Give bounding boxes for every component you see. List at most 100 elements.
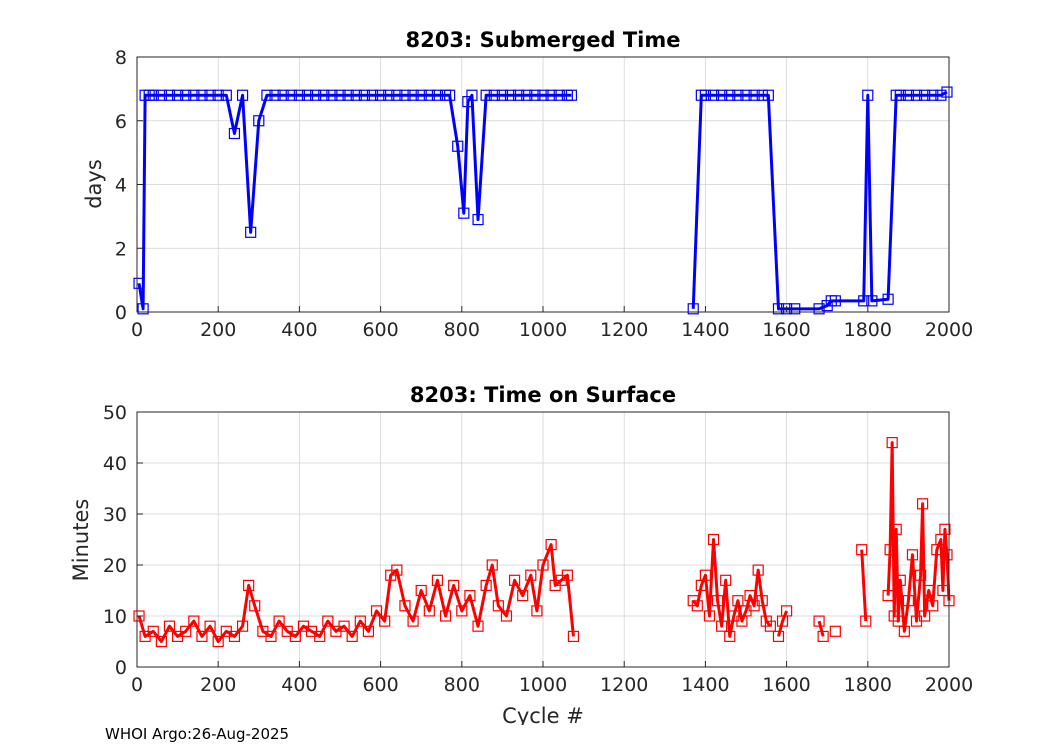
data-point-marker [780,303,793,315]
data-point-marker [813,615,825,627]
data-point-marker [407,89,419,101]
data-point-marker [236,89,249,101]
data-point-marker [513,89,525,101]
data-point-marker [180,625,192,637]
data-point-marker [196,89,208,101]
data-point-marker [937,584,949,597]
x-tick-label: 800 [444,319,480,341]
data-point-marker [752,564,764,576]
data-point-marker [350,89,362,101]
data-point-marker [423,89,435,101]
data-point-marker [448,579,460,592]
data-point-marker [862,89,874,101]
data-point-marker [764,620,776,632]
y-tick-label: 0 [115,657,127,679]
data-point-marker [456,605,468,617]
data-point-marker [375,89,387,101]
x-tick-label: 1600 [762,319,810,341]
data-point-marker [212,635,224,648]
data-point-marker [545,89,557,101]
y-tick-label: 30 [103,504,127,526]
x-tick-label: 400 [281,319,317,341]
data-point-marker [492,600,504,612]
y-tick-label: 20 [103,555,127,577]
data-point-marker [220,89,232,101]
data-point-marker [415,89,427,101]
data-point-marker [860,615,872,627]
data-point-marker [856,544,868,556]
surface-time-title: 8203: Time on Surface [410,383,676,407]
data-point-marker [890,523,902,535]
submerged-time-ylabel: days [82,159,106,209]
data-point-marker [866,295,878,307]
x-tick-label: 1000 [519,674,567,696]
data-point-marker [137,303,149,315]
data-point-marker [687,303,699,315]
data-point-marker [431,574,444,586]
x-tick-label: 600 [362,674,398,696]
data-point-marker [379,615,391,627]
x-tick-label: 1800 [844,674,892,696]
data-point-marker [314,630,326,643]
data-point-marker [415,584,427,597]
data-point-marker [829,295,841,307]
data-point-marker [366,89,379,101]
data-point-marker [941,86,953,98]
data-point-marker [720,574,732,586]
data-point-marker [813,303,825,315]
y-tick-label: 8 [115,47,127,69]
data-point-marker [204,620,216,632]
data-point-marker [817,630,829,643]
data-point-marker [228,127,241,140]
data-point-marker [277,89,289,101]
x-tick-label: 0 [131,319,143,341]
y-tick-label: 2 [115,238,127,260]
data-point-marker [561,569,573,581]
data-point-marker [273,615,285,627]
data-point-marker [243,579,255,592]
data-point-marker [354,615,366,627]
x-tick-label: 1200 [600,674,648,696]
data-point-marker [923,584,935,597]
data-point-marker [342,89,354,101]
data-point-marker [147,625,159,637]
data-point-marker [431,89,444,101]
data-point-marker [919,89,931,101]
data-point-marker [318,89,330,101]
data-point-marker [545,538,557,551]
data-point-marker [486,559,498,571]
data-point-marker [452,140,464,152]
data-point-marker [480,89,492,101]
data-point-marker [265,630,277,643]
y-tick-label: 10 [103,606,127,628]
data-point-marker [910,89,923,101]
data-point-marker [496,89,508,101]
data-point-marker [155,635,167,648]
data-point-marker [789,303,801,315]
data-point-marker [886,437,898,449]
data-point-marker [691,600,703,612]
data-point-marker [740,89,752,101]
footer-credit: WHOI Argo:26-Aug-2025 [105,725,290,743]
data-point-marker [894,574,906,586]
data-point-marker [508,574,521,586]
data-point-marker [391,89,403,101]
data-point-marker [927,89,939,101]
data-point-marker [466,89,478,101]
data-point-marker [748,89,760,101]
data-point-marker [703,610,716,622]
submerged-time-chart: 0 200 400 600 800 1000 1200 1400 1600 1800 2000 0 2 4… [82,28,973,341]
data-point-marker [133,277,145,289]
y-tick-label: 40 [103,453,127,475]
data-point-marker [732,89,744,101]
data-point-marker [529,89,541,101]
series-line-surface_time_g [886,441,951,633]
data-point-marker [517,589,529,602]
data-point-marker [711,595,724,607]
data-point-marker [565,89,578,101]
x-tick-label: 1200 [600,319,648,341]
data-point-marker [716,89,728,101]
data-point-marker [334,89,346,101]
y-tick-label: 6 [115,111,127,133]
data-point-marker [699,569,712,581]
